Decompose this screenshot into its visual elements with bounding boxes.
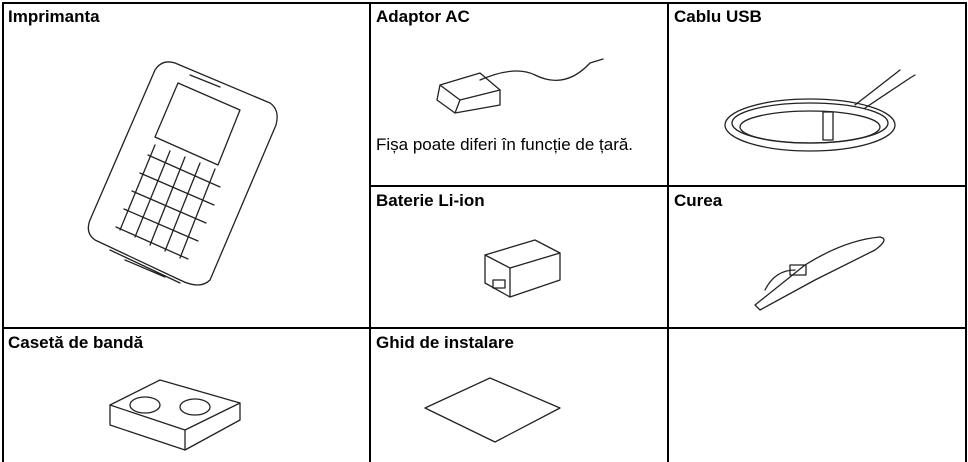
rule xyxy=(2,327,967,329)
cell-title: Ghid de instalare xyxy=(376,333,514,352)
rule xyxy=(2,2,967,4)
cell-title: Casetă de bandă xyxy=(8,333,144,352)
strap-illustration xyxy=(754,236,885,311)
cell-title: Baterie Li-ion xyxy=(376,191,485,210)
cassette-illustration xyxy=(109,379,241,451)
cell-title: Adaptor AC xyxy=(376,7,470,26)
cell-title: Cablu USB xyxy=(674,7,762,26)
cell-note: Fișa poate diferi în funcție de țară. xyxy=(376,135,634,154)
usb-illustration xyxy=(724,69,916,152)
rule xyxy=(369,2,371,462)
battery-illustration xyxy=(484,239,561,298)
guide-illustration xyxy=(424,377,561,443)
cell-title: Curea xyxy=(674,191,723,210)
printer-illustration xyxy=(87,61,278,286)
rule xyxy=(2,2,4,462)
adapter-illustration xyxy=(436,58,604,114)
rule xyxy=(965,2,967,462)
rule xyxy=(667,2,669,462)
cell-title: Imprimanta xyxy=(8,7,100,26)
